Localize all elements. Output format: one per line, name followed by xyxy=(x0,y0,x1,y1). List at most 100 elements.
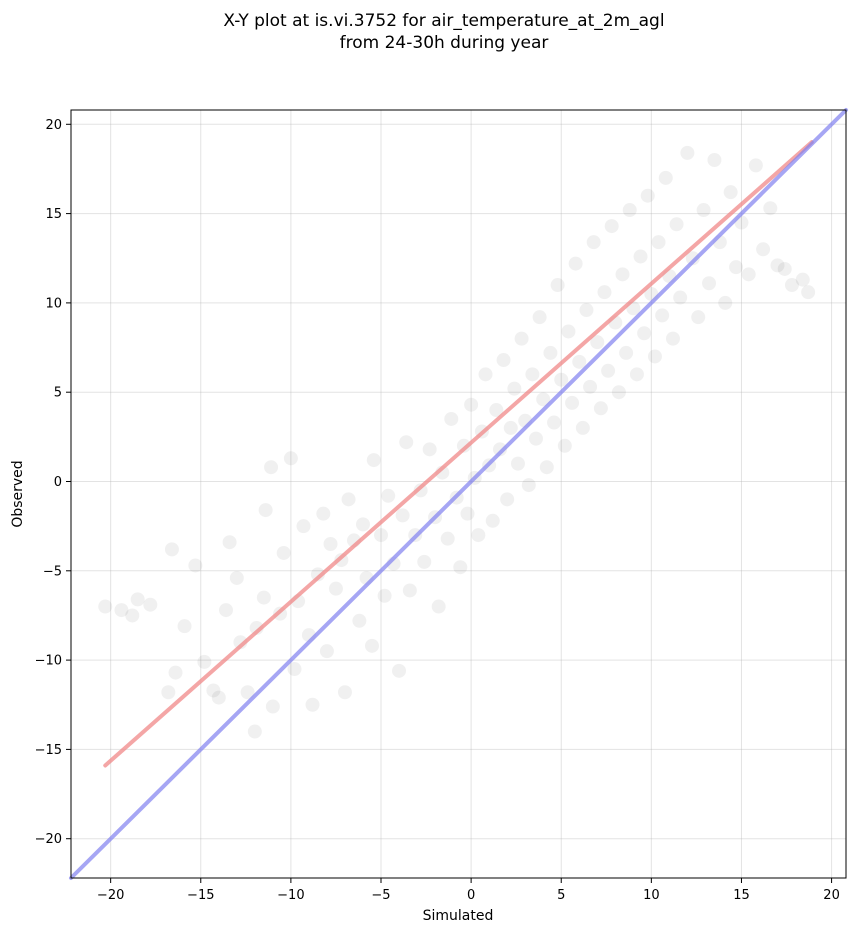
scatter-point xyxy=(579,303,594,318)
scatter-point xyxy=(125,608,140,623)
scatter-point xyxy=(615,267,630,282)
scatter-point xyxy=(680,145,695,160)
scatter-point xyxy=(222,535,237,550)
y-tick-label: 10 xyxy=(45,296,62,311)
chart-title-line1: X-Y plot at is.vi.3752 for air_temperatu… xyxy=(223,11,664,31)
scatter-point xyxy=(590,335,605,350)
scatter-point xyxy=(619,345,634,360)
scatter-point xyxy=(770,258,785,273)
scatter-point xyxy=(669,217,684,232)
scatter-point xyxy=(337,685,352,700)
scatter-point xyxy=(702,276,717,291)
scatter-point xyxy=(276,545,291,560)
scatter-point xyxy=(536,392,551,407)
scatter-point xyxy=(593,401,608,416)
scatter-point xyxy=(611,385,626,400)
scatter-point xyxy=(521,478,536,493)
scatter-point xyxy=(777,261,792,276)
scatter-point xyxy=(392,663,407,678)
scatter-point xyxy=(583,379,598,394)
scatter-point xyxy=(748,158,763,173)
chart-title-line2: from 24-30h during year xyxy=(340,33,549,53)
scatter-point xyxy=(440,531,455,546)
fit-lines xyxy=(69,108,848,880)
x-tick-label: −15 xyxy=(187,888,214,903)
y-tick-label: 20 xyxy=(45,118,62,133)
y-tick-label: −10 xyxy=(35,654,62,669)
scatter-point xyxy=(658,170,673,185)
scatter-point xyxy=(763,201,778,216)
scatter-point xyxy=(177,619,192,634)
x-tick-label: 10 xyxy=(643,888,660,903)
scatter-point xyxy=(691,310,706,325)
scatter-point xyxy=(161,685,176,700)
scatter-point xyxy=(305,697,320,712)
y-tick-label: 0 xyxy=(54,475,62,490)
scatter-point xyxy=(264,460,279,475)
scatter-point xyxy=(168,665,183,680)
scatter-point xyxy=(478,367,493,382)
scatter-point xyxy=(319,644,334,659)
y-tick-label: −20 xyxy=(35,832,62,847)
scatter-point xyxy=(453,560,468,575)
x-tick-label: 20 xyxy=(823,888,840,903)
scatter-point xyxy=(550,278,565,293)
scatter-point xyxy=(310,567,325,582)
scatter-point xyxy=(247,724,262,739)
scatter-point xyxy=(197,654,212,669)
scatter-point xyxy=(500,492,515,507)
scatter-point xyxy=(323,537,338,552)
scatter-point xyxy=(399,435,414,450)
scatter-point xyxy=(784,278,799,293)
scatter-point xyxy=(795,272,810,287)
scatter-point xyxy=(696,203,711,218)
scatter-point xyxy=(211,690,226,705)
scatter-point xyxy=(188,558,203,573)
scatter-point xyxy=(637,326,652,341)
scatter-point xyxy=(572,354,587,369)
y-tick-label: −5 xyxy=(43,564,62,579)
scatter-point xyxy=(444,411,459,426)
scatter-point xyxy=(723,185,738,200)
scatter-point xyxy=(283,451,298,466)
scatter-point xyxy=(364,638,379,653)
scatter-point xyxy=(507,381,522,396)
scatter-point xyxy=(381,488,396,503)
plot-frame xyxy=(70,109,847,879)
scatter-point xyxy=(741,267,756,282)
x-tick-label: −5 xyxy=(371,888,390,903)
scatter-point xyxy=(114,603,129,618)
scatter-point xyxy=(633,249,648,264)
scatter-point xyxy=(256,590,271,605)
y-tick-label: −15 xyxy=(35,743,62,758)
one-to-one-line xyxy=(69,108,848,880)
scatter-point xyxy=(496,353,511,368)
scatter-point xyxy=(456,438,471,453)
scatter-point xyxy=(547,415,562,430)
y-axis-label: Observed xyxy=(10,460,26,527)
scatter-point xyxy=(464,397,479,412)
scatter-point xyxy=(597,285,612,300)
x-axis-ticks: −20 −15 −10 −5 0 5 10 15 20 xyxy=(97,878,840,903)
scatter-point xyxy=(164,542,179,557)
scatter-point xyxy=(525,367,540,382)
x-tick-label: −20 xyxy=(97,888,124,903)
scatter-point xyxy=(510,456,525,471)
scatter-point xyxy=(352,613,367,628)
scatter-point xyxy=(258,503,273,518)
scatter-point xyxy=(718,295,733,310)
scatter-point xyxy=(685,251,700,266)
scatter-point xyxy=(543,345,558,360)
scatter-point xyxy=(529,431,543,446)
scatter-point xyxy=(240,685,255,700)
scatter-point xyxy=(422,442,437,457)
scatter-point xyxy=(219,603,233,618)
scatter-point xyxy=(143,597,158,612)
scatter-point xyxy=(604,219,619,234)
x-axis-label: Simulated xyxy=(423,908,494,924)
scatter-point xyxy=(485,513,500,528)
scatter-point xyxy=(341,492,356,507)
y-tick-label: 15 xyxy=(45,207,62,222)
regression-line xyxy=(103,140,814,768)
